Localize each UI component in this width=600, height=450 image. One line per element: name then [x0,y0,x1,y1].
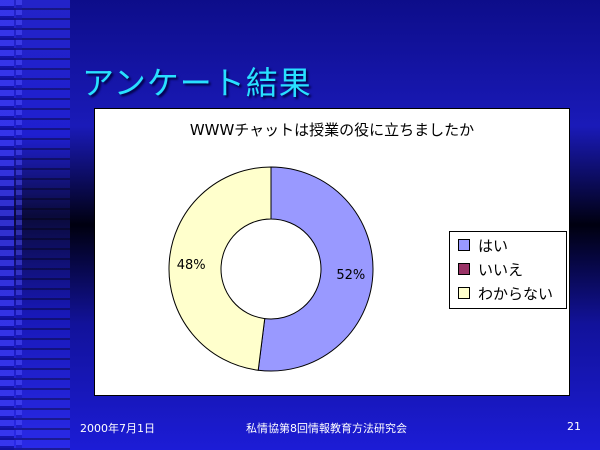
legend-swatch-yes [458,239,470,251]
legend-label-unknown: わからない [478,284,554,303]
chart-legend: はい いいえ わからない [449,231,567,309]
slice-yes-label: 52% [336,268,365,283]
chart-title: WWWチャットは授業の役に立ちましたか [190,121,474,139]
chart-area: WWWチャットは授業の役に立ちましたか 52% 48% はい いいえ わからない [94,108,570,396]
legend-item-no: いいえ [458,258,523,280]
donut-chart: WWWチャットは授業の役に立ちましたか 52% 48% [168,121,474,372]
footer-date: 2000年7月1日 [80,422,155,435]
legend-item-yes: はい [458,234,508,256]
legend-label-yes: はい [478,236,509,255]
legend-swatch-no [458,263,470,275]
decorative-side-strip [0,0,70,450]
legend-label-no: いいえ [478,260,524,279]
page-number: 21 [567,420,581,433]
slice-unknown [168,166,272,371]
footer-event: 私情協第8回情報教育方法研究会 [246,422,407,435]
slice-yes [257,166,374,372]
legend-item-unknown: わからない [458,282,553,304]
legend-swatch-unknown [458,287,470,299]
slide-title: アンケート結果 [82,64,312,102]
slice-unknown-label: 48% [177,258,206,273]
